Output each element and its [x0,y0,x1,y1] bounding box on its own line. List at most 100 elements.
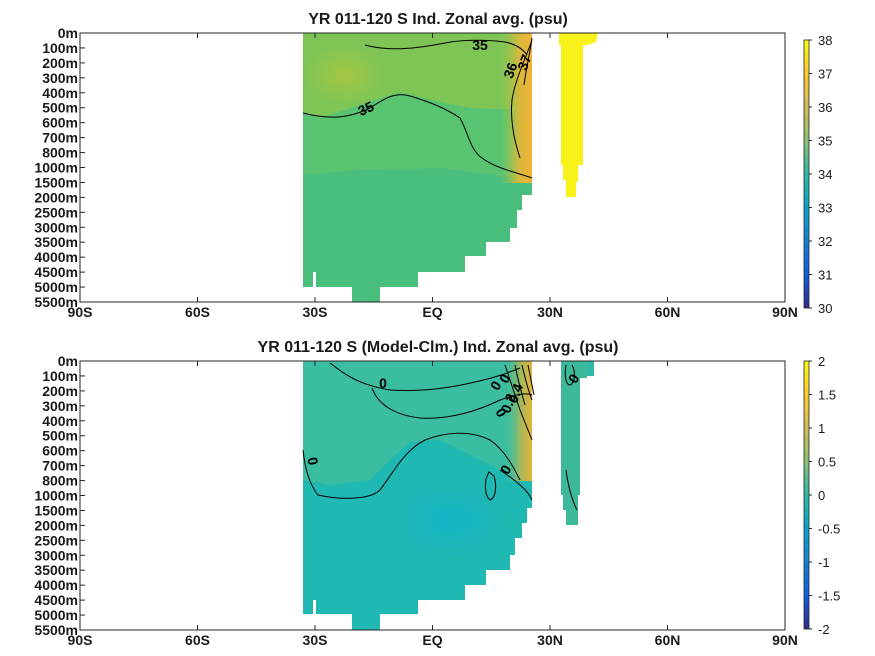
chart-1-contour-label: 37 [514,52,534,72]
chart-1-warm-core [305,45,385,105]
chart-1-field: 35 35 36 37 [302,33,598,302]
chart-2-contours [302,362,578,511]
x-tick-label: EQ [422,632,442,648]
chart-1-contour-36 [511,39,533,159]
x-tick-label: 90S [68,632,93,648]
y-tick-label: 5500m [34,294,78,310]
chart-1-north-boundary [500,33,532,183]
colorbar-tick-label: 35 [818,134,832,149]
x-tick-label: 90S [68,304,93,320]
chart-2-contour-0-top [329,362,521,392]
chart-2-upper-field [303,361,532,485]
y-tick-label: 0m [58,25,78,41]
chart-2-contour-0-eddy [484,471,497,501]
chart-2-contour-pos-3 [521,364,533,401]
x-tick-label: 90N [772,632,798,648]
y-tick-label: 600m [42,443,78,459]
chart-1-y-ticks: 0m100m200m300m400m500m600m700m800m1000m1… [34,25,85,310]
chart-1-contour-label: 36 [500,60,520,80]
x-tick-label: 30S [303,632,328,648]
colorbar-tick-label: 1.5 [818,388,836,403]
y-tick-label: 3000m [34,219,78,235]
chart-2-colorbar-ticks: 2 1.5 1 0.5 0 -0.5 -1 -1.5 -2 [809,354,840,637]
x-tick-label: 30N [537,632,563,648]
y-tick-label: 400m [42,85,78,101]
chart-2-contour-red-sea [564,364,575,386]
colorbar-tick-label: -1 [818,555,830,570]
chart-2-contour-pos-1 [504,364,533,441]
y-tick-label: 500m [42,100,78,116]
chart-2-cool-core [390,480,510,560]
x-tick-label: 60S [185,632,210,648]
y-tick-label: 600m [42,115,78,131]
chart-2-field: 0 0 0 0 0 0.2 0.4 0 0 [302,361,594,630]
y-tick-label: 1500m [34,502,78,518]
x-tick-label: EQ [422,304,442,320]
x-tick-label: 60S [185,304,210,320]
y-tick-label: 200m [42,55,78,71]
chart-1-contour-35-upper [364,39,528,56]
panel-2: YR 011-120 S (Model-Clm.) Ind. Zonal avg… [34,339,840,648]
chart-1-contour-35-lower [302,94,533,179]
chart-2-contour-pos-2 [514,364,526,406]
chart-2-contour-label: 0.2 [497,391,519,415]
y-tick-label: 800m [42,473,78,489]
y-tick-label: 300m [42,398,78,414]
chart-2-x-ticks: 90S 60S 30S EQ 30N 60N 90N [68,361,798,648]
y-tick-label: 100m [42,40,78,56]
chart-1-colorbar [803,39,810,309]
colorbar-tick-label: 30 [818,301,832,316]
colorbar-tick-label: 38 [818,33,832,48]
chart-1-deep-water [303,168,532,302]
y-tick-label: 3500m [34,562,78,578]
chart-1-gulf-edge [588,33,598,45]
chart-2-title: YR 011-120 S (Model-Clm.) Ind. Zonal avg… [258,339,619,356]
chart-2-contour-0-lens [371,387,533,419]
chart-2-gulf-patch [587,361,594,376]
colorbar-tick-label: 1 [818,421,825,436]
x-tick-label: 30N [537,304,563,320]
colorbar-tick-label: 36 [818,100,832,115]
chart-1-contour-label: 35 [355,98,376,119]
y-tick-label: 4000m [34,249,78,265]
y-tick-label: 4500m [34,592,78,608]
colorbar-tick-label: 32 [818,234,832,249]
colorbar-tick-label: -0.5 [818,522,840,537]
y-tick-label: 100m [42,368,78,384]
x-tick-label: 90N [772,304,798,320]
chart-2-contour-label: 0 [304,456,321,467]
chart-1-contour-37 [523,37,533,86]
y-tick-label: 1500m [34,174,78,190]
y-tick-label: 4000m [34,577,78,593]
y-tick-label: 2000m [34,189,78,205]
chart-2-contour-label: 0.4 [504,381,526,405]
y-tick-label: 200m [42,383,78,399]
y-tick-label: 5000m [34,607,78,623]
panel-1: YR 011-120 S Ind. Zonal avg. (psu) 35 35 [34,11,832,320]
y-tick-label: 3500m [34,234,78,250]
y-tick-label: 5000m [34,279,78,295]
chart-1-title: YR 011-120 S Ind. Zonal avg. (psu) [308,11,568,28]
chart-1-red-sea [559,33,588,197]
y-tick-label: 4500m [34,264,78,280]
chart-1-contours [302,37,533,179]
y-tick-label: 1000m [34,488,78,504]
y-tick-label: 700m [42,130,78,146]
y-tick-label: 2000m [34,517,78,533]
y-tick-label: 2500m [34,532,78,548]
chart-2-contour-0-mid [302,432,521,499]
y-tick-label: 5500m [34,622,78,638]
chart-2-contour-label: 0 [379,375,387,391]
colorbar-tick-label: 37 [818,67,832,82]
y-tick-label: 400m [42,413,78,429]
y-tick-label: 2500m [34,204,78,220]
y-tick-label: 700m [42,458,78,474]
y-tick-label: 500m [42,428,78,444]
x-tick-label: 60N [655,304,681,320]
x-tick-label: 30S [303,304,328,320]
colorbar-tick-label: -1.5 [818,589,840,604]
colorbar-tick-label: 2 [818,354,825,369]
chart-2-contour-red-sea-deep [565,469,578,511]
chart-1-contour-label: 35 [472,37,488,53]
